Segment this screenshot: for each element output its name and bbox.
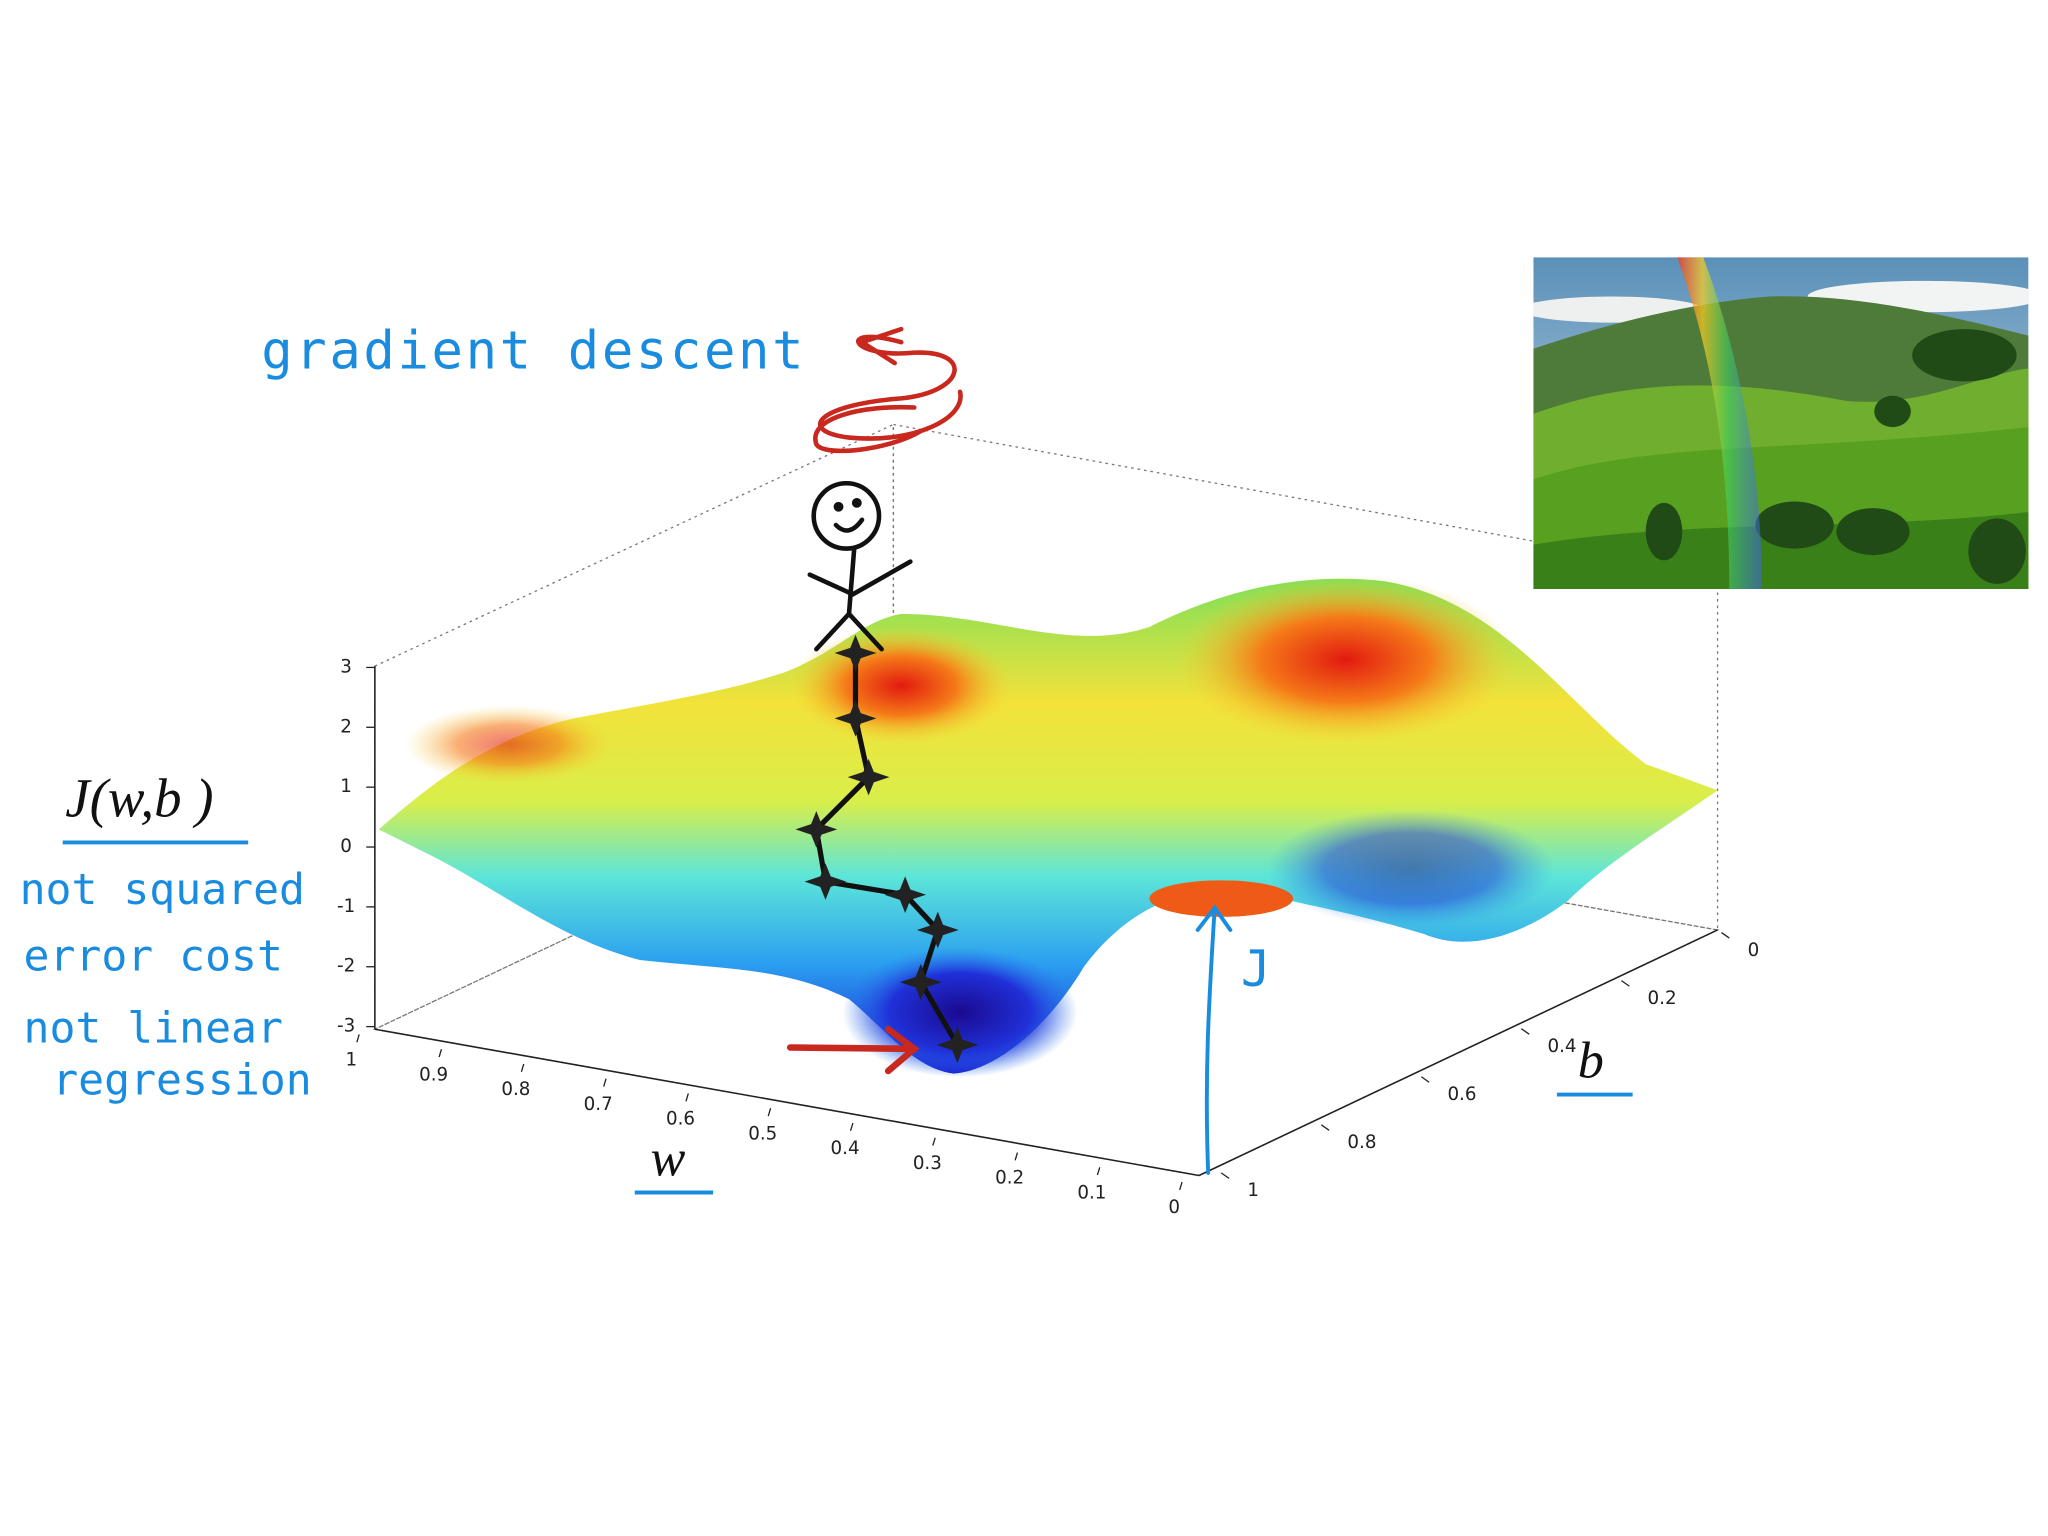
z-tick-label: -1 (337, 896, 355, 917)
tick-mark (520, 1063, 525, 1072)
w-tick-label: 0.8 (501, 1079, 530, 1100)
photo (1533, 257, 2029, 590)
step-star (884, 876, 927, 913)
w-tick-label: 0.2 (995, 1168, 1024, 1189)
tick-mark (932, 1137, 936, 1146)
descent-path (795, 634, 979, 1064)
arrow-head (1195, 904, 1233, 932)
head (811, 480, 882, 551)
tick-mark (1014, 1152, 1019, 1161)
step-star (834, 634, 877, 672)
tick-mark (1220, 1172, 1230, 1179)
tick-mark (1621, 980, 1630, 987)
b-axis-label: b (1578, 1032, 1604, 1090)
w-tick-label: 0.4 (831, 1138, 860, 1159)
note: not linear (24, 1003, 283, 1053)
w-tick-label: 0 (1168, 1197, 1180, 1218)
valley (1266, 809, 1555, 928)
step-star (847, 758, 890, 796)
b-tick-label: 0.8 (1347, 1132, 1376, 1153)
z-tick-label: 1 (340, 776, 352, 797)
step-star (795, 811, 838, 848)
j-arrow (1195, 904, 1233, 1175)
b-axis (1198, 929, 1718, 1177)
tick-mark (1096, 1167, 1101, 1176)
tick-mark (1320, 1124, 1330, 1131)
tick-mark (1520, 1028, 1530, 1035)
cost-label: J(w,b ) (65, 767, 213, 828)
cost-surface (378, 574, 1718, 1078)
step-star (936, 1026, 979, 1064)
tick-labels: 3 2 1 0 -1 -2 -3 1 0.9 0.8 0.7 0.6 0.5 0.4 0.3 0.2 0.1 0 0… (337, 656, 1759, 1218)
tick-mark (685, 1093, 689, 1102)
arrow-shaft (1204, 905, 1217, 1175)
note: not squared (20, 865, 305, 915)
tick-mark (356, 1034, 360, 1043)
tick-mark (438, 1049, 443, 1058)
peak (404, 705, 614, 784)
z-tick-label: -3 (337, 1016, 355, 1037)
w-axis (374, 1028, 1200, 1177)
peak (1175, 574, 1516, 745)
tick-mark (603, 1078, 607, 1087)
w-tick-label: 0.9 (419, 1064, 448, 1085)
arrow-head (884, 1025, 920, 1075)
arms (807, 559, 913, 597)
eye (833, 501, 844, 512)
step-star (899, 963, 942, 1001)
b-tick-label: 0.4 (1547, 1036, 1576, 1057)
step-star (916, 911, 959, 949)
note: regression (52, 1056, 311, 1106)
landscape-photo (1533, 257, 2029, 590)
w-tick-label: 0.7 (584, 1094, 613, 1115)
title: gradient descent (261, 321, 806, 381)
tick-mark (1420, 1076, 1430, 1083)
w-tick-label: 0.3 (913, 1153, 942, 1174)
w-tick-label: 0.5 (748, 1123, 777, 1144)
minimum-arrow (786, 1025, 920, 1075)
valley (842, 946, 1078, 1078)
smile (833, 517, 865, 533)
z-tick-label: 2 (340, 716, 352, 737)
z-tick-label: -2 (337, 956, 355, 977)
w-tick-label: 0.1 (1077, 1182, 1106, 1203)
tick-mark (767, 1108, 772, 1117)
z-tick-label: 3 (340, 656, 352, 677)
steps (795, 634, 979, 1064)
eye (851, 497, 862, 508)
ridge (1149, 880, 1294, 917)
legs (814, 610, 884, 652)
b-tick-label: 0.2 (1648, 988, 1677, 1009)
z-tick-label: 0 (340, 836, 352, 857)
stick-figure (807, 480, 913, 652)
tick-mark (1721, 932, 1730, 939)
arrow-shaft (786, 1044, 918, 1053)
body (846, 546, 857, 617)
left-wall (374, 423, 895, 1031)
tick-mark (849, 1122, 854, 1132)
step-star (834, 700, 877, 737)
j-label: J (1241, 940, 1271, 998)
b-tick-label: 0 (1748, 940, 1760, 961)
spinning-mark (813, 326, 963, 454)
b-tick-label: 0.6 (1447, 1084, 1476, 1105)
w-tick-label: 1 (346, 1050, 358, 1071)
step-star (804, 863, 847, 900)
note: error cost (24, 931, 283, 981)
w-tick-label: 0.6 (666, 1109, 695, 1130)
b-tick-label: 1 (1247, 1180, 1259, 1201)
tick-mark (1179, 1181, 1183, 1191)
w-axis-label: w (650, 1130, 685, 1188)
